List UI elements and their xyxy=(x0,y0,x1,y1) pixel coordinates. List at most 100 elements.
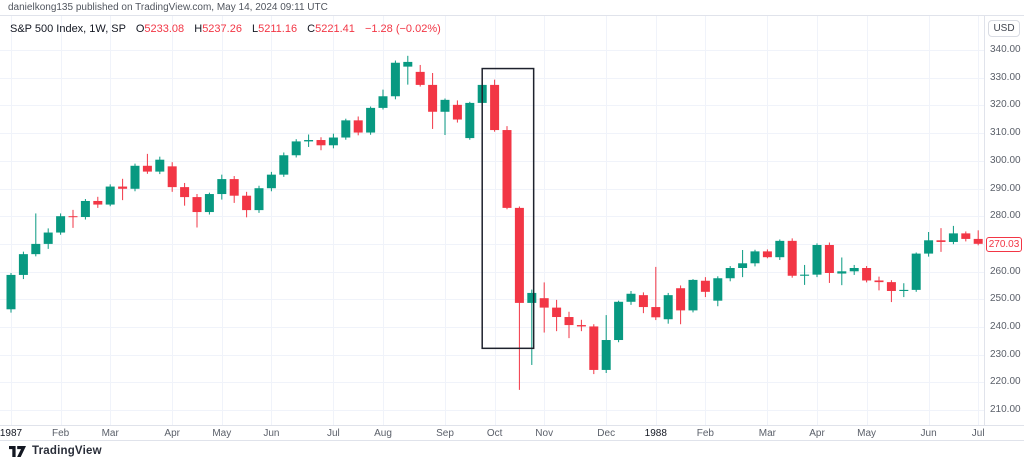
candle xyxy=(56,213,66,235)
candle xyxy=(576,319,586,332)
candle xyxy=(775,239,785,260)
candle xyxy=(800,264,810,285)
candle xyxy=(837,257,847,286)
candle xyxy=(465,101,475,140)
candle xyxy=(167,162,177,192)
time-axis-label: May xyxy=(857,428,877,439)
candle xyxy=(428,72,438,129)
candle xyxy=(849,264,859,275)
candle xyxy=(862,266,872,283)
candle xyxy=(787,238,797,278)
candle xyxy=(328,133,338,149)
candle xyxy=(886,280,896,303)
change-value: −1.28 (−0.02%) xyxy=(364,23,441,35)
candle xyxy=(254,185,264,213)
candle xyxy=(899,283,909,298)
price-tick-label: 230.00 xyxy=(990,348,1021,360)
time-axis-label: Oct xyxy=(486,428,503,439)
tradingview-brand-text: TradingView xyxy=(32,445,102,457)
tradingview-logo-icon xyxy=(9,445,26,457)
candle xyxy=(614,300,624,343)
time-axis-label: Jul xyxy=(326,428,340,439)
time-axis-label: Apr xyxy=(809,428,825,439)
high-label: H xyxy=(194,23,203,35)
close-label: C xyxy=(307,23,316,35)
price-axis[interactable]: USD 340.00 330.00 320.00 310.00 300.00 290.00… xyxy=(984,16,1024,425)
price-tick-label: 250.00 xyxy=(990,293,1021,305)
candle xyxy=(738,249,748,278)
time-axis-label: Aug xyxy=(374,428,392,439)
candle xyxy=(80,199,90,220)
candle xyxy=(490,79,500,132)
time-axis-label: 1988 xyxy=(644,428,667,439)
time-axis-label: Jun xyxy=(263,428,280,439)
candle xyxy=(601,315,611,373)
candle xyxy=(18,251,28,280)
open-label: O xyxy=(135,23,145,35)
candle xyxy=(725,266,735,282)
time-axis[interactable]: 1987 Feb Mar Apr May Jun Jul Aug Sep Oct Nov Dec 198… xyxy=(0,425,1024,440)
time-axis-label: Feb xyxy=(696,428,714,439)
candle xyxy=(514,206,524,390)
candle xyxy=(93,196,103,208)
candle xyxy=(750,249,760,267)
candle xyxy=(936,228,946,252)
candle xyxy=(762,249,772,259)
candle xyxy=(390,60,400,100)
price-tick-label: 330.00 xyxy=(990,71,1021,83)
low-value: 5211.16 xyxy=(258,23,298,35)
price-tick-label: 220.00 xyxy=(990,376,1021,388)
time-axis-label: Feb xyxy=(51,428,70,439)
candle xyxy=(403,55,413,85)
candle xyxy=(713,276,723,307)
candle xyxy=(105,184,115,207)
candlestick-chart[interactable] xyxy=(0,16,984,425)
price-tick-label: 260.00 xyxy=(990,265,1021,277)
candle xyxy=(304,134,314,147)
candle xyxy=(242,191,252,218)
candle xyxy=(676,285,686,325)
time-axis-label: Apr xyxy=(164,428,180,439)
candle xyxy=(266,171,276,192)
time-axis-label: Dec xyxy=(597,428,616,439)
time-axis-label: Mar xyxy=(758,428,776,439)
candle xyxy=(626,290,636,305)
candle xyxy=(539,282,549,333)
candles xyxy=(6,55,983,390)
symbol-legend[interactable]: S&P 500 Index, 1W, SP O5233.08 H5237.26 … xyxy=(10,23,441,35)
price-tick-label: 300.00 xyxy=(990,154,1021,166)
candle xyxy=(6,272,16,313)
price-tick-label: 340.00 xyxy=(990,44,1021,55)
footer-bar: TradingView xyxy=(0,440,1024,461)
crash-annotation-rect[interactable] xyxy=(481,67,535,350)
tradingview-logo[interactable]: TradingView xyxy=(9,445,102,457)
candle xyxy=(924,231,934,257)
candle xyxy=(43,228,53,249)
candle xyxy=(700,277,710,298)
candle xyxy=(353,116,363,136)
candle xyxy=(812,243,822,278)
candle xyxy=(663,292,673,324)
attribution-bar: danielkong135 published on TradingView.c… xyxy=(0,0,1024,16)
price-tick-label: 280.00 xyxy=(990,210,1021,222)
candle xyxy=(291,139,301,158)
candle xyxy=(688,279,698,313)
candle xyxy=(130,163,140,192)
time-axis-label: Sep xyxy=(436,428,454,439)
grid-lines xyxy=(0,16,984,425)
candle xyxy=(527,289,537,365)
candle xyxy=(589,324,599,375)
candle xyxy=(155,156,165,175)
candle xyxy=(229,176,239,203)
symbol-title: S&P 500 Index, 1W, SP xyxy=(10,23,126,35)
candle xyxy=(911,252,921,292)
candle xyxy=(638,292,648,314)
time-axis-label: 1987 xyxy=(0,428,23,439)
open-value: 5233.08 xyxy=(144,23,185,35)
usd-button[interactable]: USD xyxy=(988,20,1020,37)
close-value: 5221.41 xyxy=(315,23,355,35)
candle xyxy=(440,98,450,136)
candle xyxy=(180,182,190,206)
candle xyxy=(502,126,512,210)
time-axis-label: Jul xyxy=(971,428,985,439)
